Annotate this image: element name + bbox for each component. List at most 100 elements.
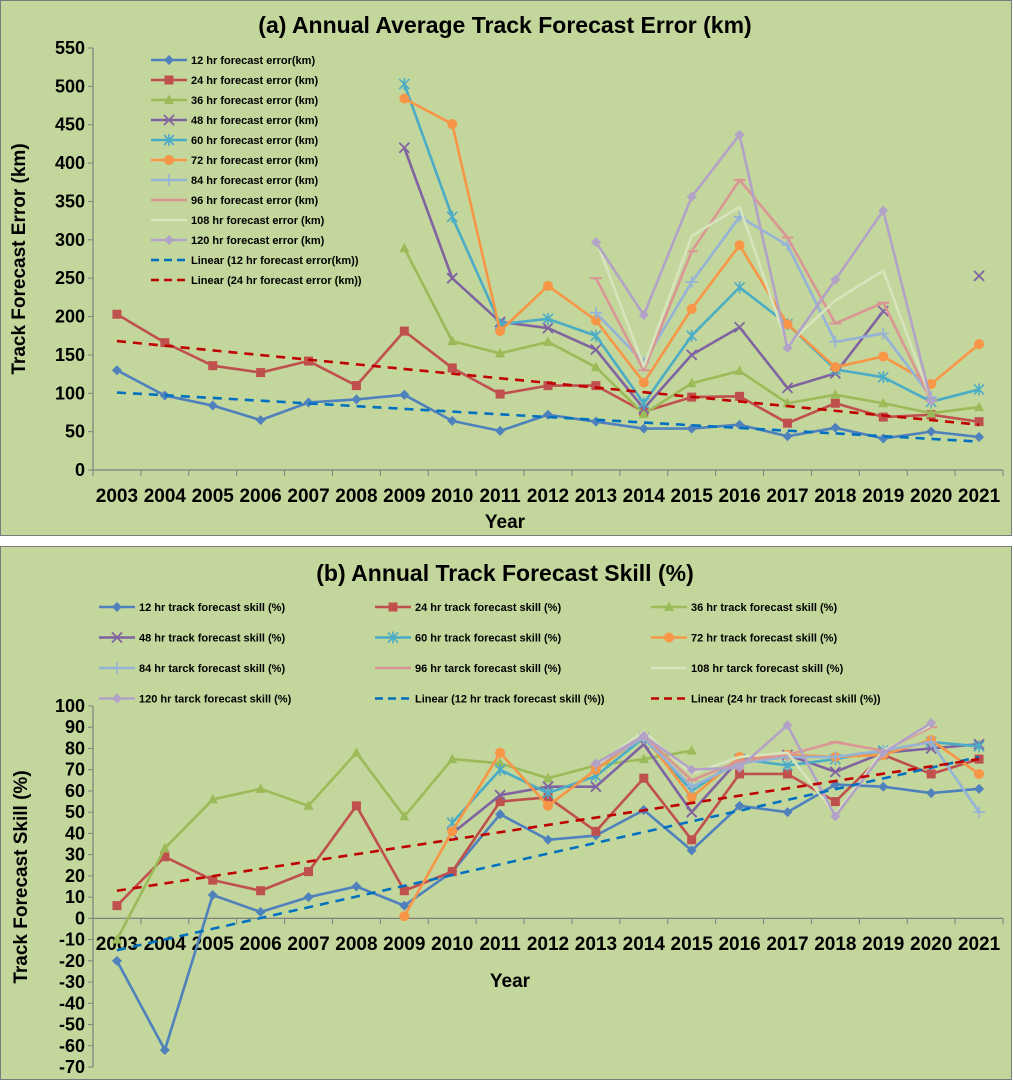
chart-b-data-point [782,720,793,731]
chart-b-data-point [686,845,697,856]
chart-b-legend-item: 96 hr tarck forecast skill (%) [375,663,561,675]
chart-b-x-tick-label: 2007 [287,934,329,955]
chart-a-data-point [207,400,218,411]
chart-b-data-point [495,747,506,758]
chart-a-data-point [398,142,410,154]
chart-a-data-point [685,276,698,289]
chart-b-data-point [256,886,266,896]
chart-a-y-tick-label: 100 [55,383,85,403]
chart-a-legend-item: 96 hr forecast error (km) [151,195,318,207]
chart-b-data-point [351,747,362,757]
chart-a-trendline-2 [116,339,980,427]
chart-b-y-axis-label: Track Forecast Skill (%) [11,770,32,983]
chart-a-data-point [256,368,266,378]
chart-b-legend-item: 48 hr track forecast skill (%) [99,631,285,645]
chart-a-x-tick-label: 2010 [431,486,473,507]
chart-a-data-point [304,356,314,366]
chart-a-data-point [590,237,601,248]
chart-b-data-point [111,934,122,944]
chart-b-y-tick-label: 0 [75,908,85,928]
chart-a-legend-label: Linear (12 hr forecast error(km)) [191,255,359,267]
chart-b-data-point [399,810,410,821]
chart-b-data-point [447,753,458,764]
chart-b-x-tick-label: 2003 [96,934,138,955]
chart-b-data-point [590,758,601,769]
chart-a-legend-marker [164,155,174,165]
chart-a-legend-item: 48 hr forecast error (km) [151,114,318,127]
chart-b-x-tick-label: 2021 [958,934,1001,955]
chart-b-series-10 [590,717,937,822]
chart-b-y-tick-label: -60 [59,1036,85,1056]
chart-a-y-tick-label: 150 [55,345,85,365]
chart-a-data-point [543,381,553,391]
chart-b-data-point [399,911,410,922]
chart-a-x-tick-label: 2015 [671,486,714,507]
chart-b-data-point [303,892,314,903]
chart-a-legend-item: 12 hr forecast error(km) [151,55,315,67]
chart-b-legend-label: 72 hr track forecast skill (%) [691,633,837,645]
chart-a-legend-item: 60 hr forecast error (km) [151,134,318,147]
chart-a-data-point [589,306,602,319]
chart-b-data-point [686,764,697,775]
chart-a-y-tick-label: 300 [55,230,85,250]
chart-a-data-point [782,343,793,354]
chart-b-x-axis-label: Year [490,971,531,992]
chart-a-data-point [399,326,409,336]
chart-a-y-tick-label: 550 [55,38,85,58]
chart-b-legend-marker [388,602,398,612]
chart-b-y-tick-label: 100 [55,696,85,716]
chart-a-data-point [734,240,745,251]
chart-b-data-point [638,730,649,741]
chart-a-data-point [447,415,458,426]
panel-track-skill: (b) Annual Track Forecast Skill (%) -70 -6… [0,546,1012,1080]
chart-b-data-point [543,800,553,811]
chart-b-data-point [207,793,218,804]
chart-a-data-point [160,338,170,348]
chart-a-series-3 [399,242,985,418]
chart-a-legend-item: Linear (12 hr forecast error(km)) [151,255,359,267]
chart-b-data-point [543,772,553,783]
chart-b-data-point [159,842,170,853]
chart-a-title: (a) Annual Average Track Forecast Error … [258,12,751,38]
chart-a-y-axis-label: Track Forecast Error (km) [9,143,30,374]
chart-a-data-point [351,394,362,405]
chart-a-data-point [734,129,745,140]
chart-a-data-point [973,270,985,282]
chart-a-series-1 [111,365,985,444]
chart-b-data-point [973,740,985,753]
chart-a-x-tick-label: 2011 [479,486,521,507]
chart-a-data-point [446,210,458,223]
chart-a-series-line [594,205,933,400]
chart-b-data-point [686,792,697,803]
chart-a-data-point [495,425,506,436]
chart-a-x-tick-label: 2014 [623,486,666,507]
chart-a-data-point [590,315,601,326]
chart-a-data-point [830,362,841,373]
chart-a-data-point [974,401,985,412]
panel-track-error: (a) Annual Average Track Forecast Error … [0,0,1012,536]
chart-b-x-tick-label: 2008 [335,934,377,955]
chart-a-data-point [686,349,698,361]
chart-a-data-point [782,418,792,428]
chart-a-data-point [782,397,793,408]
chart-a-data-point [734,365,745,376]
chart-b-data-point [160,852,170,862]
chart-a-data-point [877,371,889,384]
chart-b-data-point [208,875,218,885]
chart-b-legend-item: 24 hr track forecast skill (%) [375,602,561,614]
chart-b-legend-marker [664,632,674,643]
chart-a-series-5 [398,78,985,410]
chart-a-data-point [974,417,984,427]
chart-b-legend-label: 36 hr track forecast skill (%) [691,602,837,614]
chart-b-data-point [447,826,458,837]
chart-b-data-point [735,769,745,779]
chart-b-data-point [399,886,409,896]
chart-a-data-point [447,335,458,346]
chart-a-data-point [926,426,937,437]
chart-b-data-point [926,769,936,779]
chart-b-data-point [543,834,553,845]
chart-b-legend-label: 60 hr track forecast skill (%) [415,633,561,645]
chart-a-x-tick-label: 2004 [144,486,187,507]
chart-b-legend-label: Linear (24 hr track forecast skill (%)) [691,694,881,706]
chart-b-legend-label: 84 hr tarck forecast skill (%) [139,663,285,675]
